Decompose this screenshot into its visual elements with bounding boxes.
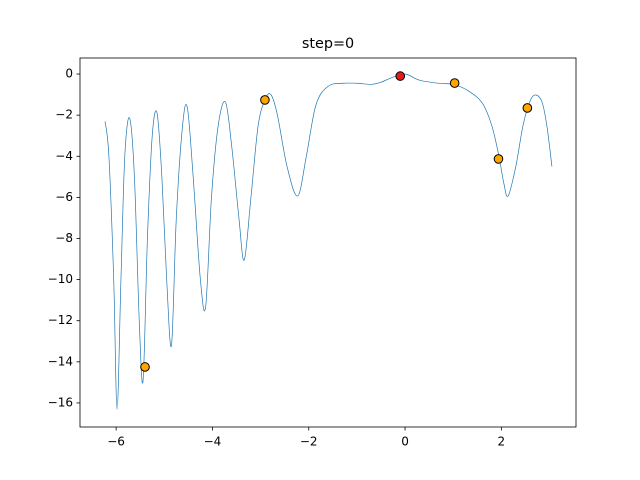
- y-tick-label: −6: [55, 190, 73, 204]
- point: [395, 71, 406, 81]
- x-tick-label: −2: [300, 435, 318, 449]
- y-tick-label: −8: [55, 231, 73, 245]
- line: [104, 73, 553, 410]
- x-tick-label: 0: [401, 435, 409, 449]
- axes-frame: [79, 57, 577, 428]
- x-tick-label: 2: [498, 435, 506, 449]
- point: [260, 95, 270, 105]
- point: [522, 103, 533, 113]
- y-tick-label: −12: [48, 313, 73, 327]
- y-tick-label: −10: [48, 272, 73, 286]
- point: [449, 78, 460, 88]
- x-tick-label: −6: [107, 435, 125, 449]
- point: [493, 154, 504, 164]
- x-tick-label: −4: [204, 435, 222, 449]
- chart-title: step=0: [302, 36, 354, 52]
- y-tick-label: −14: [48, 354, 73, 368]
- y-tick-label: −16: [48, 395, 73, 409]
- y-tick-label: −2: [55, 108, 73, 122]
- y-tick-label: −4: [55, 149, 73, 163]
- y-tick-label: 0: [65, 67, 73, 81]
- point: [140, 362, 150, 372]
